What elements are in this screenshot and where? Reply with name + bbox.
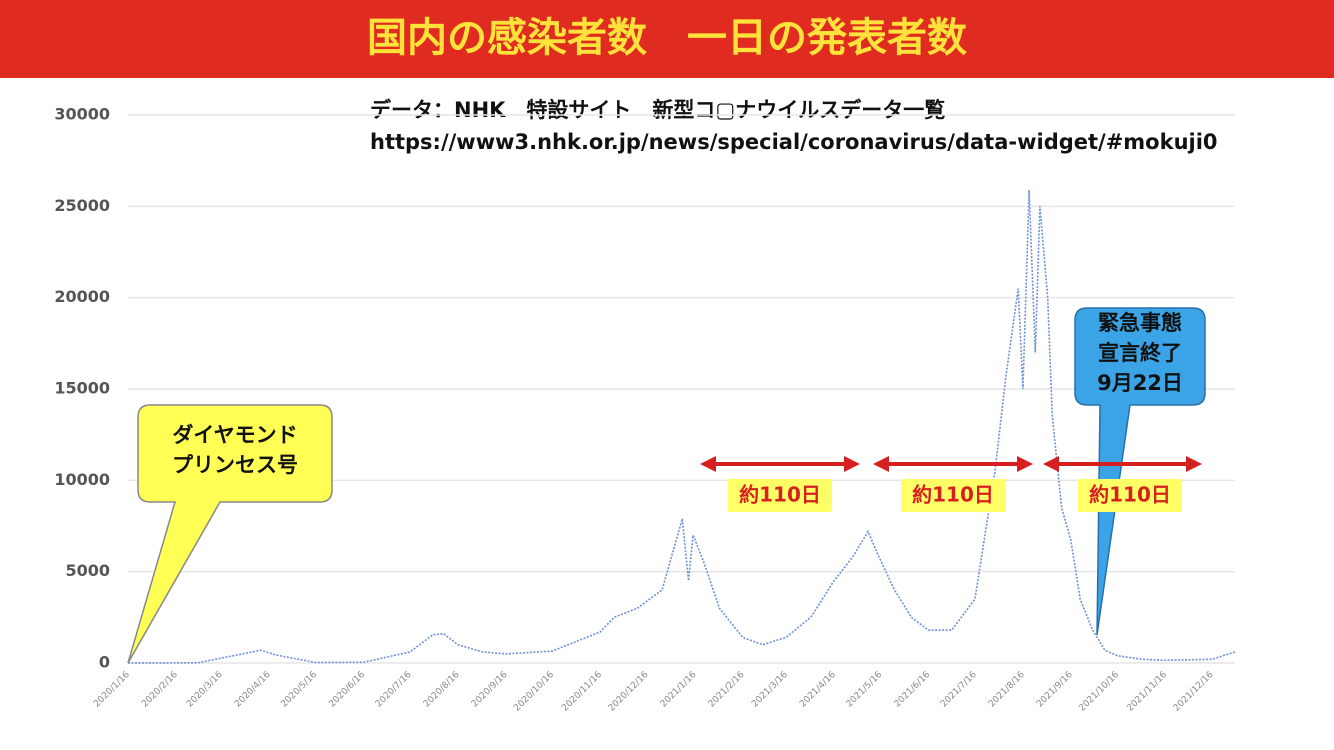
y-tick-label: 5000 [65, 561, 110, 580]
duration-label: 約110日 [912, 483, 994, 507]
y-tick-label: 20000 [54, 287, 110, 306]
label-box [901, 479, 1005, 512]
callout-box [1074, 307, 1206, 636]
callout-box [127, 404, 333, 664]
source-line: データ：NHK 特設サイト 新型コ▢ナウイルスデータ一覧 [370, 98, 945, 122]
title-bar [0, 0, 1334, 78]
callout-text: ダイヤモンド [172, 423, 297, 447]
y-tick-label: 0 [99, 653, 110, 672]
y-tick-label: 25000 [54, 196, 110, 215]
chart-title: 国内の感染者数 一日の発表者数 [367, 15, 967, 61]
y-tick-label: 15000 [54, 379, 110, 398]
data-line [127, 189, 1236, 664]
duration-label: 約110日 [1089, 483, 1171, 507]
arrow-head [1043, 456, 1202, 472]
label-box [728, 479, 832, 512]
callout-text: 緊急事態 [1098, 311, 1182, 335]
callout-text: 9月22日 [1097, 371, 1183, 395]
y-tick-label: 10000 [54, 470, 110, 489]
arrow-head [700, 456, 860, 472]
callout-text: 宣言終了 [1098, 341, 1182, 365]
duration-label: 約110日 [739, 483, 821, 507]
label-box [1078, 479, 1182, 512]
callout-text: プリンセス号 [172, 453, 298, 477]
duration-arrows [700, 456, 1202, 472]
source-url: https://www3.nhk.or.jp/news/special/coro… [370, 130, 1218, 154]
arrow-head [873, 456, 1033, 472]
y-tick-label: 30000 [54, 105, 110, 124]
